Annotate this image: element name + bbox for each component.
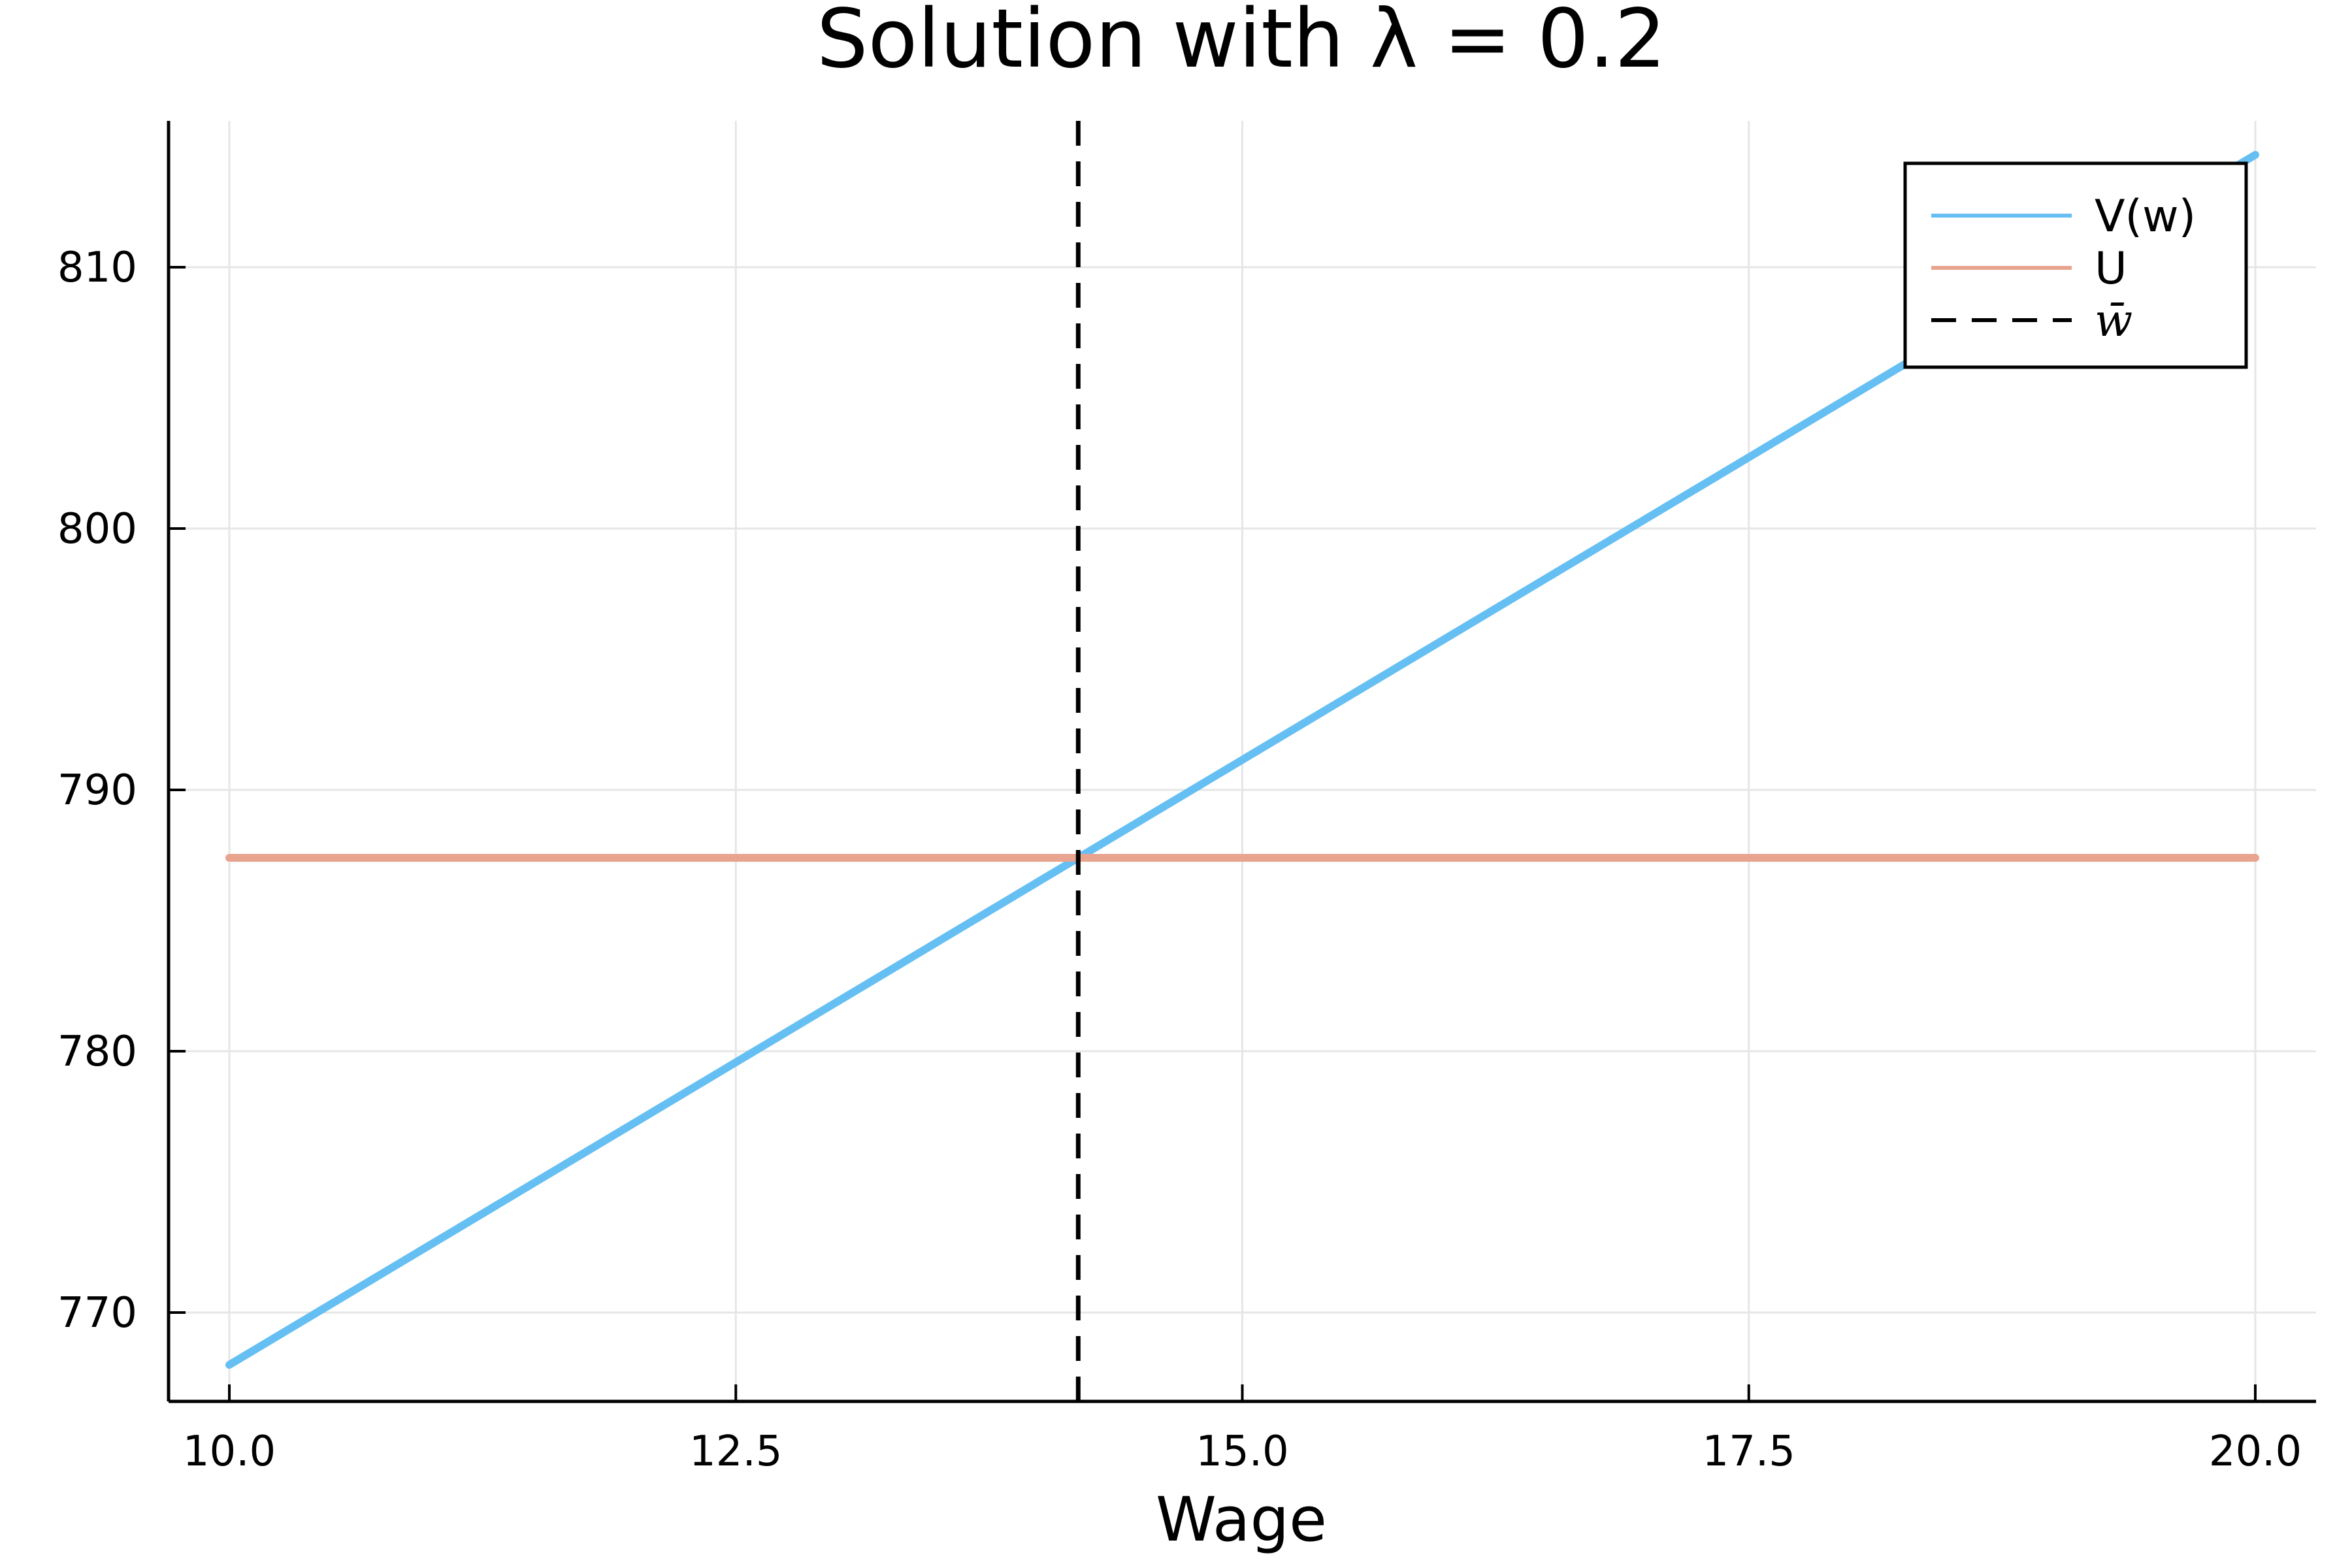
y-tick-label: 810 — [57, 244, 137, 292]
y-tick-label: 790 — [57, 766, 137, 815]
tick-labels: 10.0 12.5 15.0 17.5 20.0 770 780 790 800 810 — [57, 244, 2302, 1476]
x-tick-label: 10.0 — [183, 1428, 276, 1476]
y-tick-label: 770 — [57, 1289, 137, 1337]
y-tick-label: 800 — [57, 505, 137, 553]
axes — [167, 121, 2316, 1403]
legend: V(w)Uw̄ — [1903, 161, 2248, 369]
x-tick-label: 17.5 — [1702, 1428, 1795, 1476]
y-tick-label: 780 — [57, 1028, 137, 1076]
legend-label: w̄ — [2095, 295, 2132, 347]
legend-box — [1903, 161, 2248, 369]
chart-title: Solution with λ = 0.2 — [817, 0, 1666, 86]
x-tick-label: 12.5 — [689, 1428, 783, 1476]
legend-label: V(w) — [2095, 191, 2196, 242]
x-tick-label: 20.0 — [2209, 1428, 2302, 1476]
x-tick-label: 15.0 — [1196, 1428, 1289, 1476]
x-axis-label: Wage — [1156, 1484, 1327, 1556]
legend-label: U — [2095, 243, 2127, 295]
